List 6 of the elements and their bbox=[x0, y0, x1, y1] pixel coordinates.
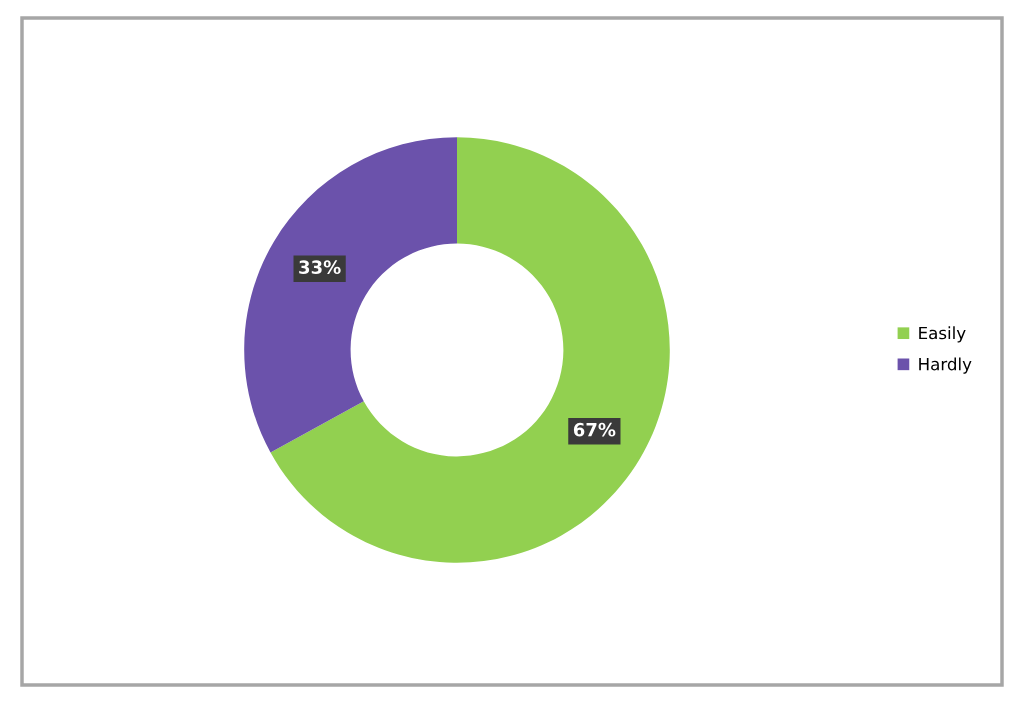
legend-label: Hardly bbox=[919, 357, 972, 374]
donut-slice bbox=[244, 137, 457, 453]
data-label: 33% bbox=[299, 260, 341, 274]
legend-label: Easily bbox=[919, 326, 966, 343]
donut-slice bbox=[270, 137, 670, 563]
data-label: 67% bbox=[573, 422, 616, 437]
